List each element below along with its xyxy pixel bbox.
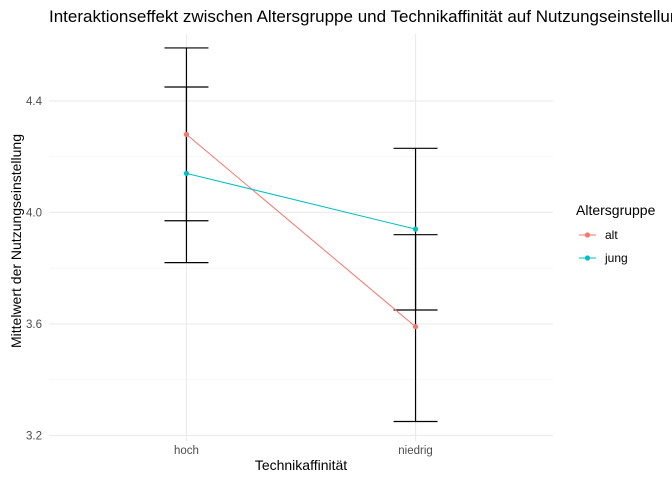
legend-entry-jung: jung [579,251,628,265]
x-axis-ticks: hoch niedrig [174,445,433,457]
series-line-jung [186,172,416,230]
legend-key-point [584,232,591,238]
y-tick-label: 3.6 [26,319,42,331]
y-tick-label: 4.4 [26,96,43,108]
y-axis-ticks: 3.2 3.6 4.0 4.4 [26,96,43,443]
series-points [183,131,419,330]
x-tick-label: hoch [174,445,199,457]
grid-lines [49,34,553,441]
legend-title: Altersgruppe [576,202,656,218]
x-axis-title: Technikaffinität [255,457,347,473]
data-point-alt [183,131,190,137]
x-tick-label: niedrig [398,445,433,457]
data-point-jung [183,170,190,176]
legend-entry-alt: alt [579,228,618,242]
data-point-jung [412,226,419,232]
series-lines [186,133,416,328]
legend-label: alt [605,228,618,242]
data-point-alt [412,324,419,330]
legend-key-point [584,255,591,261]
y-tick-label: 4.0 [26,207,42,219]
series-line-alt [186,133,416,328]
legend: Altersgruppe alt jung [576,202,656,265]
legend-label: jung [604,251,628,265]
error-bars [164,47,438,423]
y-tick-label: 3.2 [26,430,42,442]
chart-title: Interaktionseffekt zwischen Altersgruppe… [49,7,672,26]
y-axis-title: Mittelwert der Nutzungseinstellung [8,134,24,348]
